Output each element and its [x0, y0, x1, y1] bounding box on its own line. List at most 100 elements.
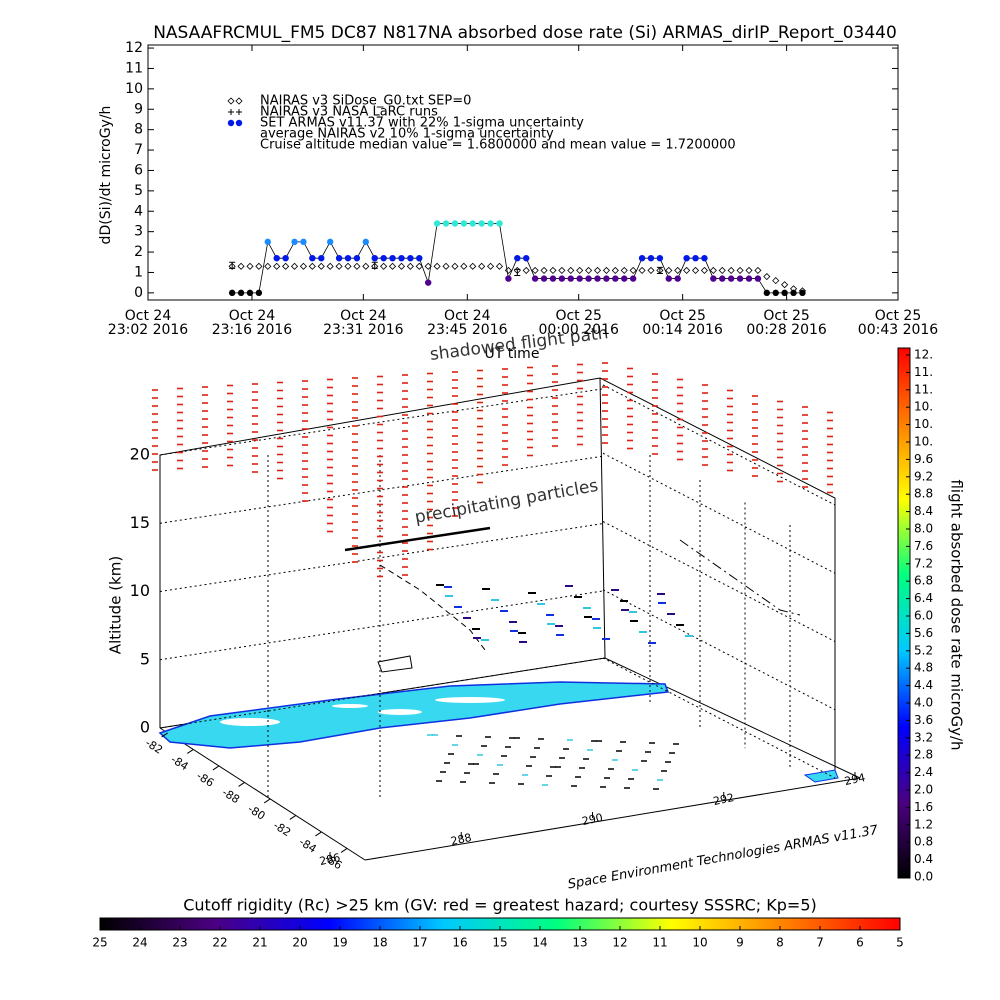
diamond-marker: [567, 266, 575, 274]
grid-line: [602, 521, 836, 642]
dot-marker: [799, 289, 806, 297]
colorbar-tick-label: 11.: [914, 365, 933, 379]
y-tick-label: 4: [134, 203, 143, 219]
tick-mark: [238, 782, 245, 787]
legend-entry: NAIRAS v3 NASA LaRC runs: [228, 105, 438, 120]
y-tick-label: -84: [297, 835, 319, 856]
diamond-marker: [602, 266, 610, 274]
plot-frame: [147, 44, 899, 301]
diamond-marker: [576, 266, 584, 274]
diamond-marker: [736, 266, 744, 274]
colorbar-tick-label: 0.4: [914, 852, 933, 866]
colorbar-tick-label: 8.8: [914, 487, 933, 501]
colorbar-tick-label: 3.6: [914, 713, 933, 727]
colorbar-tick-label: 12: [612, 936, 627, 950]
dot-marker: [549, 275, 557, 282]
diamond-marker: [335, 262, 343, 270]
dot-marker: [282, 254, 289, 262]
colorbar-tick-label: 15: [492, 936, 507, 950]
colorbar-tick-label: 1.6: [914, 800, 933, 814]
dot-marker: [389, 254, 396, 262]
scene-3d: 05101520-82-84-86-88-80-82-84-8628628829…: [130, 362, 867, 872]
legend-label: NAIRAS v3 SiDose_G0.txt SEP=0: [260, 94, 471, 109]
diamond-marker: [540, 266, 548, 274]
legend-label: SET ARMAS v11.37 with 22% 1-sigma uncert…: [260, 116, 584, 131]
y-tick-label: -82: [143, 736, 165, 757]
diamond-marker: [691, 266, 700, 274]
dot-marker: [781, 289, 788, 297]
y-tick-label: 9: [134, 101, 143, 117]
dot-marker: [380, 254, 387, 262]
colorbar-tick-label: 8.0: [914, 522, 933, 536]
colorbar-tick-label: 9: [736, 936, 744, 950]
colorbar-tick-label: 5.6: [914, 626, 933, 640]
grid-line: [159, 657, 606, 729]
diamond-marker: [700, 266, 709, 274]
colorbar-tick-label: 20: [292, 936, 307, 950]
x-tick-label: 288: [450, 831, 473, 848]
colorbar-tick-label: 10.: [914, 417, 933, 431]
diamond-marker: [460, 262, 468, 270]
y-tick-label: 6: [134, 162, 143, 178]
y-tick-label: 2: [134, 244, 143, 260]
colorbar-tick-label: 16: [452, 936, 467, 950]
diamond-marker: [478, 262, 486, 270]
x-tick-label: Oct 24 23:02 2016: [107, 308, 189, 338]
grid-line: [602, 452, 836, 574]
x-tick-label: 290: [581, 811, 604, 828]
colorbar-tick-label: 8: [776, 936, 784, 950]
colorbar-tick-label: 24: [132, 936, 147, 950]
tick-mark: [263, 798, 271, 804]
diamond-marker: [629, 266, 637, 274]
diamond-marker: [397, 262, 406, 270]
error-bar: [514, 268, 521, 277]
colorbar-tick-label: 10.: [914, 400, 933, 414]
dot-marker: [514, 254, 521, 262]
colorbar: [897, 347, 911, 879]
colorbar-tick-label: 4.8: [914, 661, 933, 675]
diamond-marker: [665, 266, 673, 274]
dot-marker: [371, 254, 378, 262]
dot-marker: [433, 220, 441, 227]
diamond-marker: [772, 277, 780, 285]
diamond-marker: [353, 262, 361, 270]
colorbar-tick-label: 4.0: [914, 696, 933, 710]
error-bar: [229, 261, 236, 269]
floor-region: [158, 681, 670, 749]
error-bar: [371, 261, 378, 269]
z-tick-label: 0: [140, 718, 150, 737]
diamond-marker: [549, 266, 557, 274]
dot-marker: [683, 254, 690, 262]
dot-marker: [353, 254, 361, 262]
diamond-marker: [504, 266, 512, 274]
dot-marker: [416, 254, 423, 262]
tick-mark: [315, 831, 322, 837]
diamond-marker: [362, 262, 370, 270]
colorbar-tick-label: 12.: [914, 348, 933, 362]
colorbar-tick-label: 0.0: [914, 870, 933, 884]
colorbar-tick-label: 6.0: [914, 609, 933, 623]
colorbar-tick-label: 1.2: [914, 817, 933, 831]
diamond-marker: [246, 262, 254, 270]
diamond-marker: [531, 266, 539, 274]
y-tick-label: 11: [125, 60, 143, 76]
grid-line: [159, 455, 606, 524]
y-tick-label: 5: [134, 183, 143, 199]
tick-mark: [161, 732, 168, 738]
box-3d: [159, 377, 861, 861]
dot-marker: [674, 275, 681, 282]
tick-mark: [289, 815, 297, 820]
diamond-marker: [745, 266, 753, 274]
dot-marker: [745, 275, 753, 282]
floor-hole: [332, 704, 368, 708]
colorbar-tick-label: 8.4: [914, 504, 933, 518]
colorbar-tick-label: 6.8: [914, 574, 933, 588]
colorbar-tick-label: 23: [172, 936, 187, 950]
dot-marker: [754, 275, 762, 282]
flight-marker: [377, 655, 413, 673]
z-tick-label: 20: [130, 445, 150, 464]
cross-marker: [228, 109, 234, 115]
diamond-marker: [727, 266, 735, 274]
x-tick-label: Oct 24 23:45 2016: [427, 308, 508, 338]
